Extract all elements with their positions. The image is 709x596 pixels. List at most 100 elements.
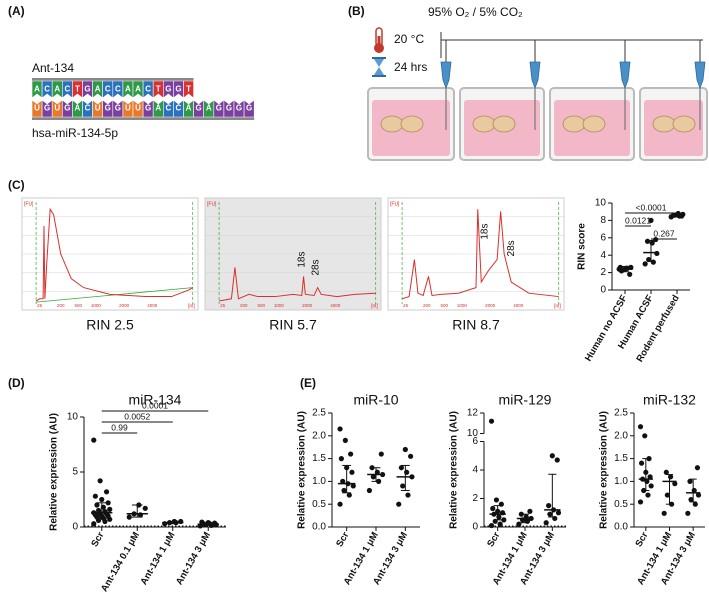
trace-tick: 2000: [485, 303, 496, 308]
data-point: [349, 469, 355, 475]
trace-tick: 4000: [147, 303, 158, 308]
peak-label: 28s: [311, 259, 322, 275]
hourglass-icon: [372, 57, 386, 77]
data-point: [644, 238, 651, 244]
base-block: [163, 80, 174, 99]
data-point: [637, 499, 644, 505]
y-tick-label: 2.0: [312, 430, 326, 441]
y-tick-label: 2.5: [312, 408, 326, 419]
brain-slice: [582, 115, 606, 133]
p-value: 0.0121: [625, 215, 651, 225]
peak-label: 28s: [506, 240, 517, 256]
data-point: [91, 521, 97, 527]
data-point: [402, 446, 408, 453]
base-block: [132, 80, 144, 99]
data-point: [647, 474, 653, 480]
base-letter: G: [246, 104, 252, 113]
brain-slice: [380, 115, 404, 133]
data-point: [663, 469, 669, 475]
y-tick-label: 2.0: [614, 430, 628, 441]
y-tick-label: 6: [600, 232, 606, 243]
electropherograms: [FU] [nt] 25 200 500 1000 2000 4000 RIN 2.5 [FU] […: [21, 197, 565, 333]
trace-unit: [nt]: [188, 303, 196, 309]
data-point: [337, 501, 343, 507]
x-tick-label: Scr: [633, 530, 650, 549]
brain-slice: [672, 115, 696, 133]
panel-label: (B): [348, 4, 365, 18]
base-block: [102, 80, 114, 99]
data-point: [107, 506, 113, 512]
y-tick-label: 0.0: [312, 522, 326, 533]
rin-label: RIN 5.7: [269, 317, 317, 333]
base-letter: A: [206, 104, 212, 113]
data-point: [645, 492, 651, 498]
data-point: [685, 510, 691, 516]
panel-label: (D): [8, 376, 25, 390]
base-letter: A: [155, 104, 161, 113]
base-letter: U: [95, 104, 101, 113]
y-axis-label: Relative expression (AU): [599, 411, 610, 529]
brain-slice: [400, 115, 424, 133]
data-point: [549, 453, 555, 459]
data-point: [404, 469, 410, 475]
data-point: [694, 465, 701, 471]
chart-title: miR-132: [643, 392, 696, 408]
trace-unit: [FU]: [207, 201, 217, 207]
trace-tick: 200: [57, 303, 65, 308]
base-letter: T: [156, 85, 161, 94]
base-block: [72, 80, 83, 99]
base-letter: U: [54, 104, 60, 113]
base-letter: G: [64, 104, 70, 113]
base-block: [41, 80, 53, 99]
data-point: [378, 451, 384, 457]
data-point: [94, 502, 100, 508]
trace-tick: 500: [441, 303, 449, 308]
data-point: [516, 521, 522, 527]
p-value: 0.0001: [142, 400, 168, 410]
p-value: 0.267: [653, 228, 675, 238]
data-point: [555, 510, 562, 516]
trace-tick: 1000: [91, 303, 102, 308]
x-tick-label: Scr: [485, 530, 502, 549]
chart-title: miR-129: [499, 392, 552, 408]
data-point: [488, 522, 495, 529]
data-point: [338, 456, 344, 462]
base-letter: G: [44, 104, 50, 113]
base-letter: G: [175, 85, 181, 94]
data-point: [543, 520, 549, 526]
y-tick-label: 12: [467, 408, 479, 419]
trace-curve: [35, 207, 193, 302]
data-point: [95, 507, 102, 514]
x-tick-label: Ant-134 3 μM: [174, 530, 213, 587]
data-point: [340, 478, 346, 484]
data-point: [642, 261, 648, 267]
nozzle: [529, 61, 541, 90]
base-block: [82, 80, 93, 99]
base-letter: A: [54, 85, 60, 94]
base-letter: G: [226, 104, 232, 113]
x-tick-label: Ant-134 0.1 μM: [99, 530, 142, 594]
y-tick-label: 8: [600, 215, 606, 226]
trace-tick: 2000: [119, 303, 130, 308]
trace-tick: 25: [37, 303, 43, 308]
rin-label: RIN 2.5: [86, 317, 134, 333]
base-block: [51, 80, 63, 99]
y-tick-label: 10: [67, 412, 79, 423]
panel-label: (C): [8, 178, 25, 192]
data-point: [350, 483, 356, 489]
y-tick-label: 5: [72, 467, 78, 478]
data-point: [692, 501, 698, 507]
p-value: 0.99: [111, 422, 128, 432]
peak-label: 18s: [296, 252, 307, 268]
base-letter: G: [165, 85, 171, 94]
base-block: [152, 80, 164, 99]
base-letter: A: [75, 104, 81, 113]
y-tick-label: 1.0: [614, 476, 628, 487]
base-letter: C: [176, 104, 182, 113]
thermometer-icon: [374, 27, 384, 53]
base-letter: A: [135, 85, 141, 94]
base-letter: C: [115, 85, 121, 94]
data-point: [400, 483, 406, 489]
data-point: [654, 250, 660, 257]
data-point: [501, 517, 507, 523]
